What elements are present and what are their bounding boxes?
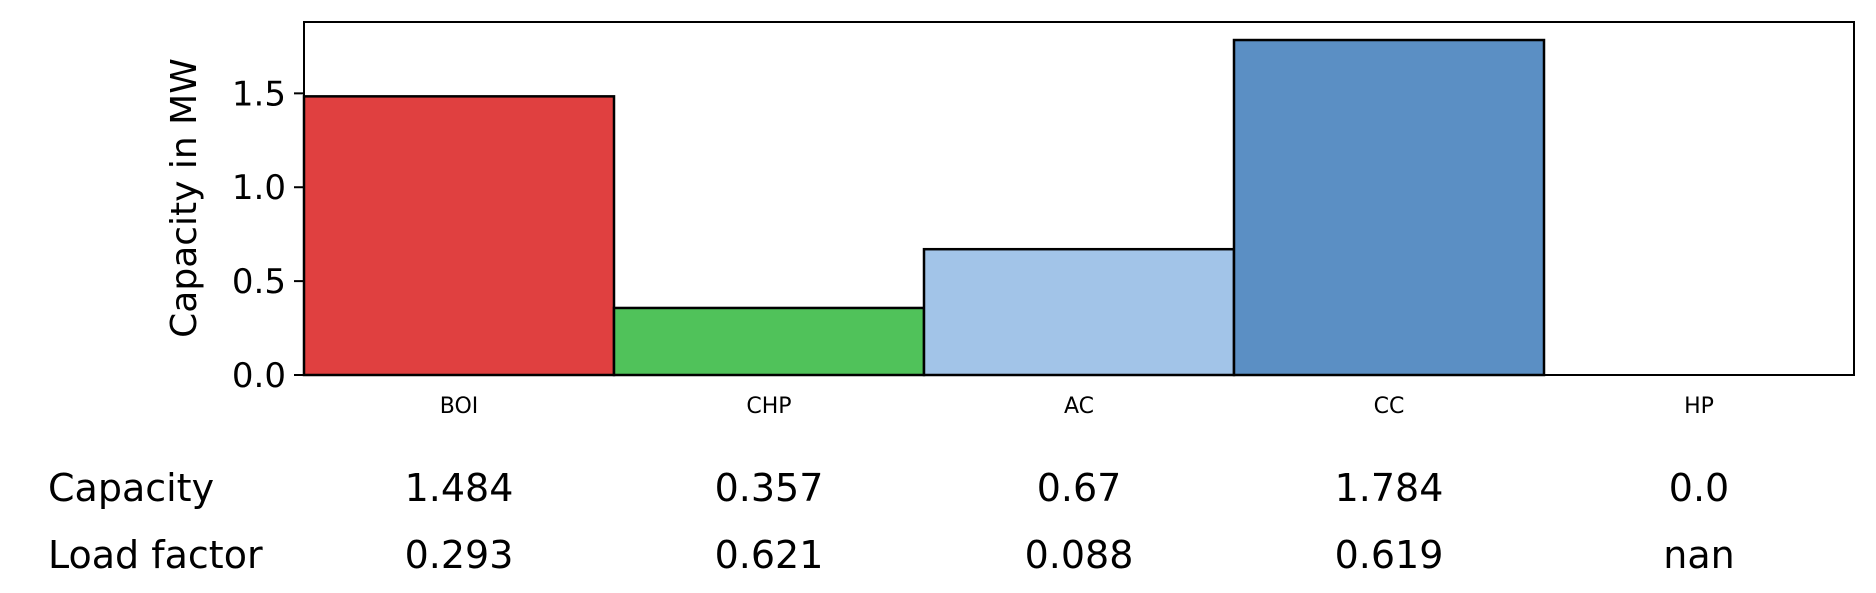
table-cell: 0.357 xyxy=(715,466,824,510)
table-cell: 1.484 xyxy=(405,466,514,510)
table-cell: 0.67 xyxy=(1037,466,1122,510)
plot-frame xyxy=(303,21,1855,376)
bar-ac xyxy=(922,247,1236,377)
x-axis: BOI CHP AC CC HP xyxy=(440,394,1714,419)
x-tick-label-hp: HP xyxy=(1684,394,1714,419)
x-tick-label-cc: CC xyxy=(1374,394,1405,419)
bar-boi xyxy=(302,95,616,377)
table-cell: 0.0 xyxy=(1669,466,1729,510)
bar-cc xyxy=(1232,38,1546,377)
x-tick-label-ac: AC xyxy=(1064,394,1094,419)
table-row-label: Load factor xyxy=(48,533,263,577)
bars-group xyxy=(302,38,1546,377)
table-cell: 0.621 xyxy=(715,533,824,577)
x-tick-label-chp: CHP xyxy=(746,394,791,419)
table-cell: 0.293 xyxy=(405,533,514,577)
y-tick-label: 1.5 xyxy=(232,74,286,114)
y-tick-label: 0.0 xyxy=(232,356,286,396)
x-tick-label-boi: BOI xyxy=(440,394,479,419)
table-cell: 0.619 xyxy=(1335,533,1444,577)
table-cell: 0.088 xyxy=(1025,533,1134,577)
table-row-label: Capacity xyxy=(48,466,214,510)
y-axis-title: Capacity in MW xyxy=(164,58,205,338)
bar-chp xyxy=(612,306,926,377)
table-cell: nan xyxy=(1663,533,1734,577)
y-axis: 0.0 0.5 1.0 1.5 xyxy=(232,74,304,396)
y-tick-label: 1.0 xyxy=(232,168,286,208)
data-table: Capacity 1.484 0.357 0.67 1.784 0.0 Load facto… xyxy=(48,466,1735,577)
y-tick-label: 0.5 xyxy=(232,262,286,302)
table-cell: 1.784 xyxy=(1335,466,1444,510)
